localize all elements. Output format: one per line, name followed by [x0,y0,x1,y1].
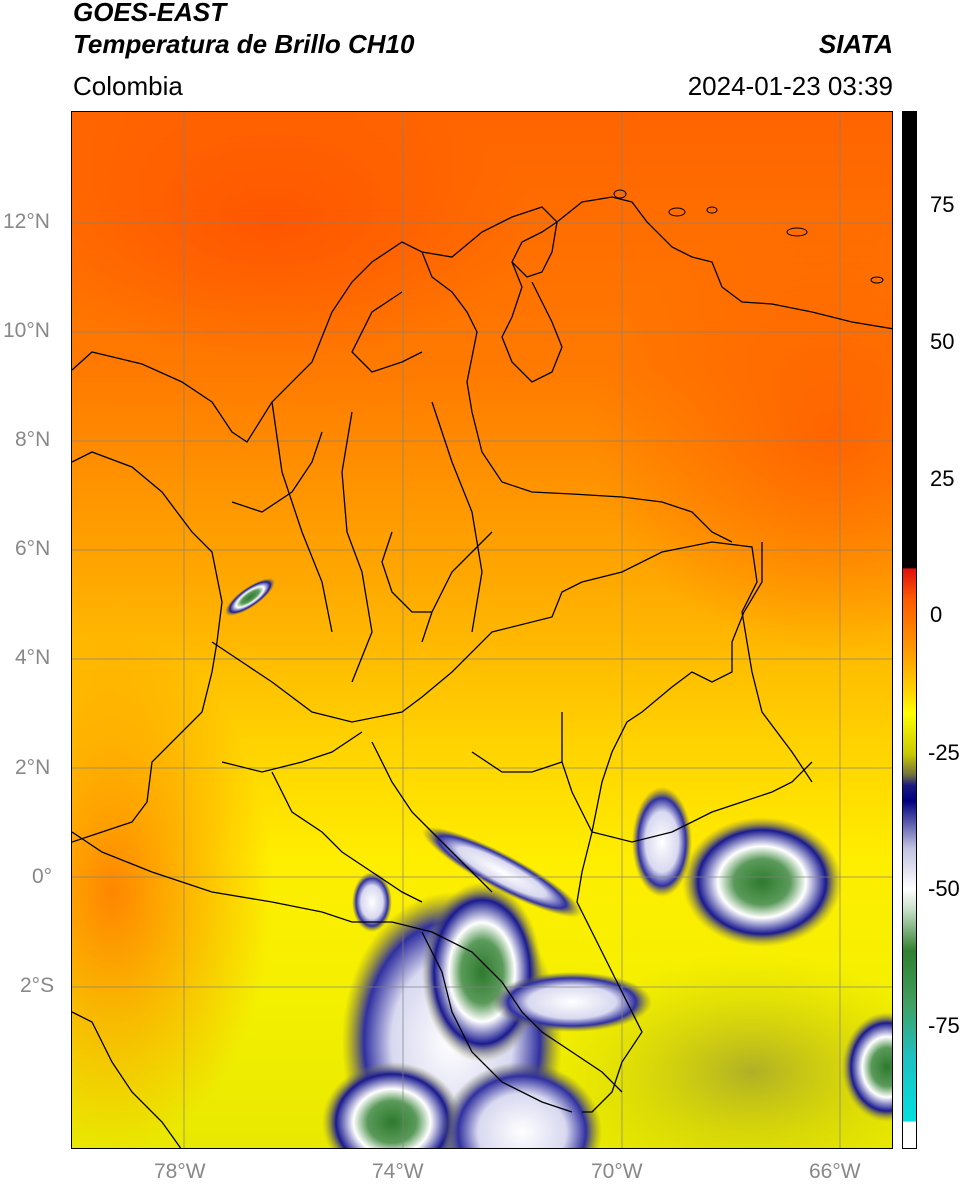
lat-tick-2s: 2°S [20,974,55,997]
islands [613,189,884,284]
lon-tick-70w: 70°W [591,1160,643,1183]
map-canvas [72,112,892,1148]
warm-region-pacific [72,632,272,1148]
title-satellite: GOES-EAST [73,0,227,27]
lon-tick-66w: 66°W [809,1160,861,1183]
brand-label: SIATA [818,29,893,59]
colorbar-tick-0: 0 [930,602,943,627]
lat-tick-8n: 8°N [15,428,51,451]
lat-tick-12n: 12°N [3,210,50,233]
lat-tick-10n: 10°N [3,319,50,342]
borders [72,196,892,1148]
lat-tick-0: 0° [32,865,53,888]
colorbar-tick-50: 50 [930,329,955,354]
lat-tick-4n: 4°N [15,646,51,669]
graticule [72,112,892,1148]
lat-tick-2n: 2°N [15,756,51,779]
lon-tick-78w: 78°W [154,1160,206,1183]
satellite-map [71,111,893,1149]
colorbar-tick-minus75: -75 [928,1013,960,1038]
title-product: Temperatura de Brillo CH10 [73,29,415,59]
lat-tick-6n: 6°N [15,537,51,560]
warm-region-caribbean [72,112,532,362]
colorbar-tick-minus50: -50 [928,876,960,901]
region-label: Colombia [73,71,183,101]
colorbar-tick-75: 75 [930,192,955,217]
datetime-label: 2024-01-23 03:39 [687,71,893,101]
temperature-colorbar [902,111,917,1149]
warm-region-east [592,212,892,652]
colorbar-tick-25: 25 [930,466,955,491]
colorbar-tick-minus25: -25 [928,740,960,765]
lon-tick-74w: 74°W [372,1160,424,1183]
